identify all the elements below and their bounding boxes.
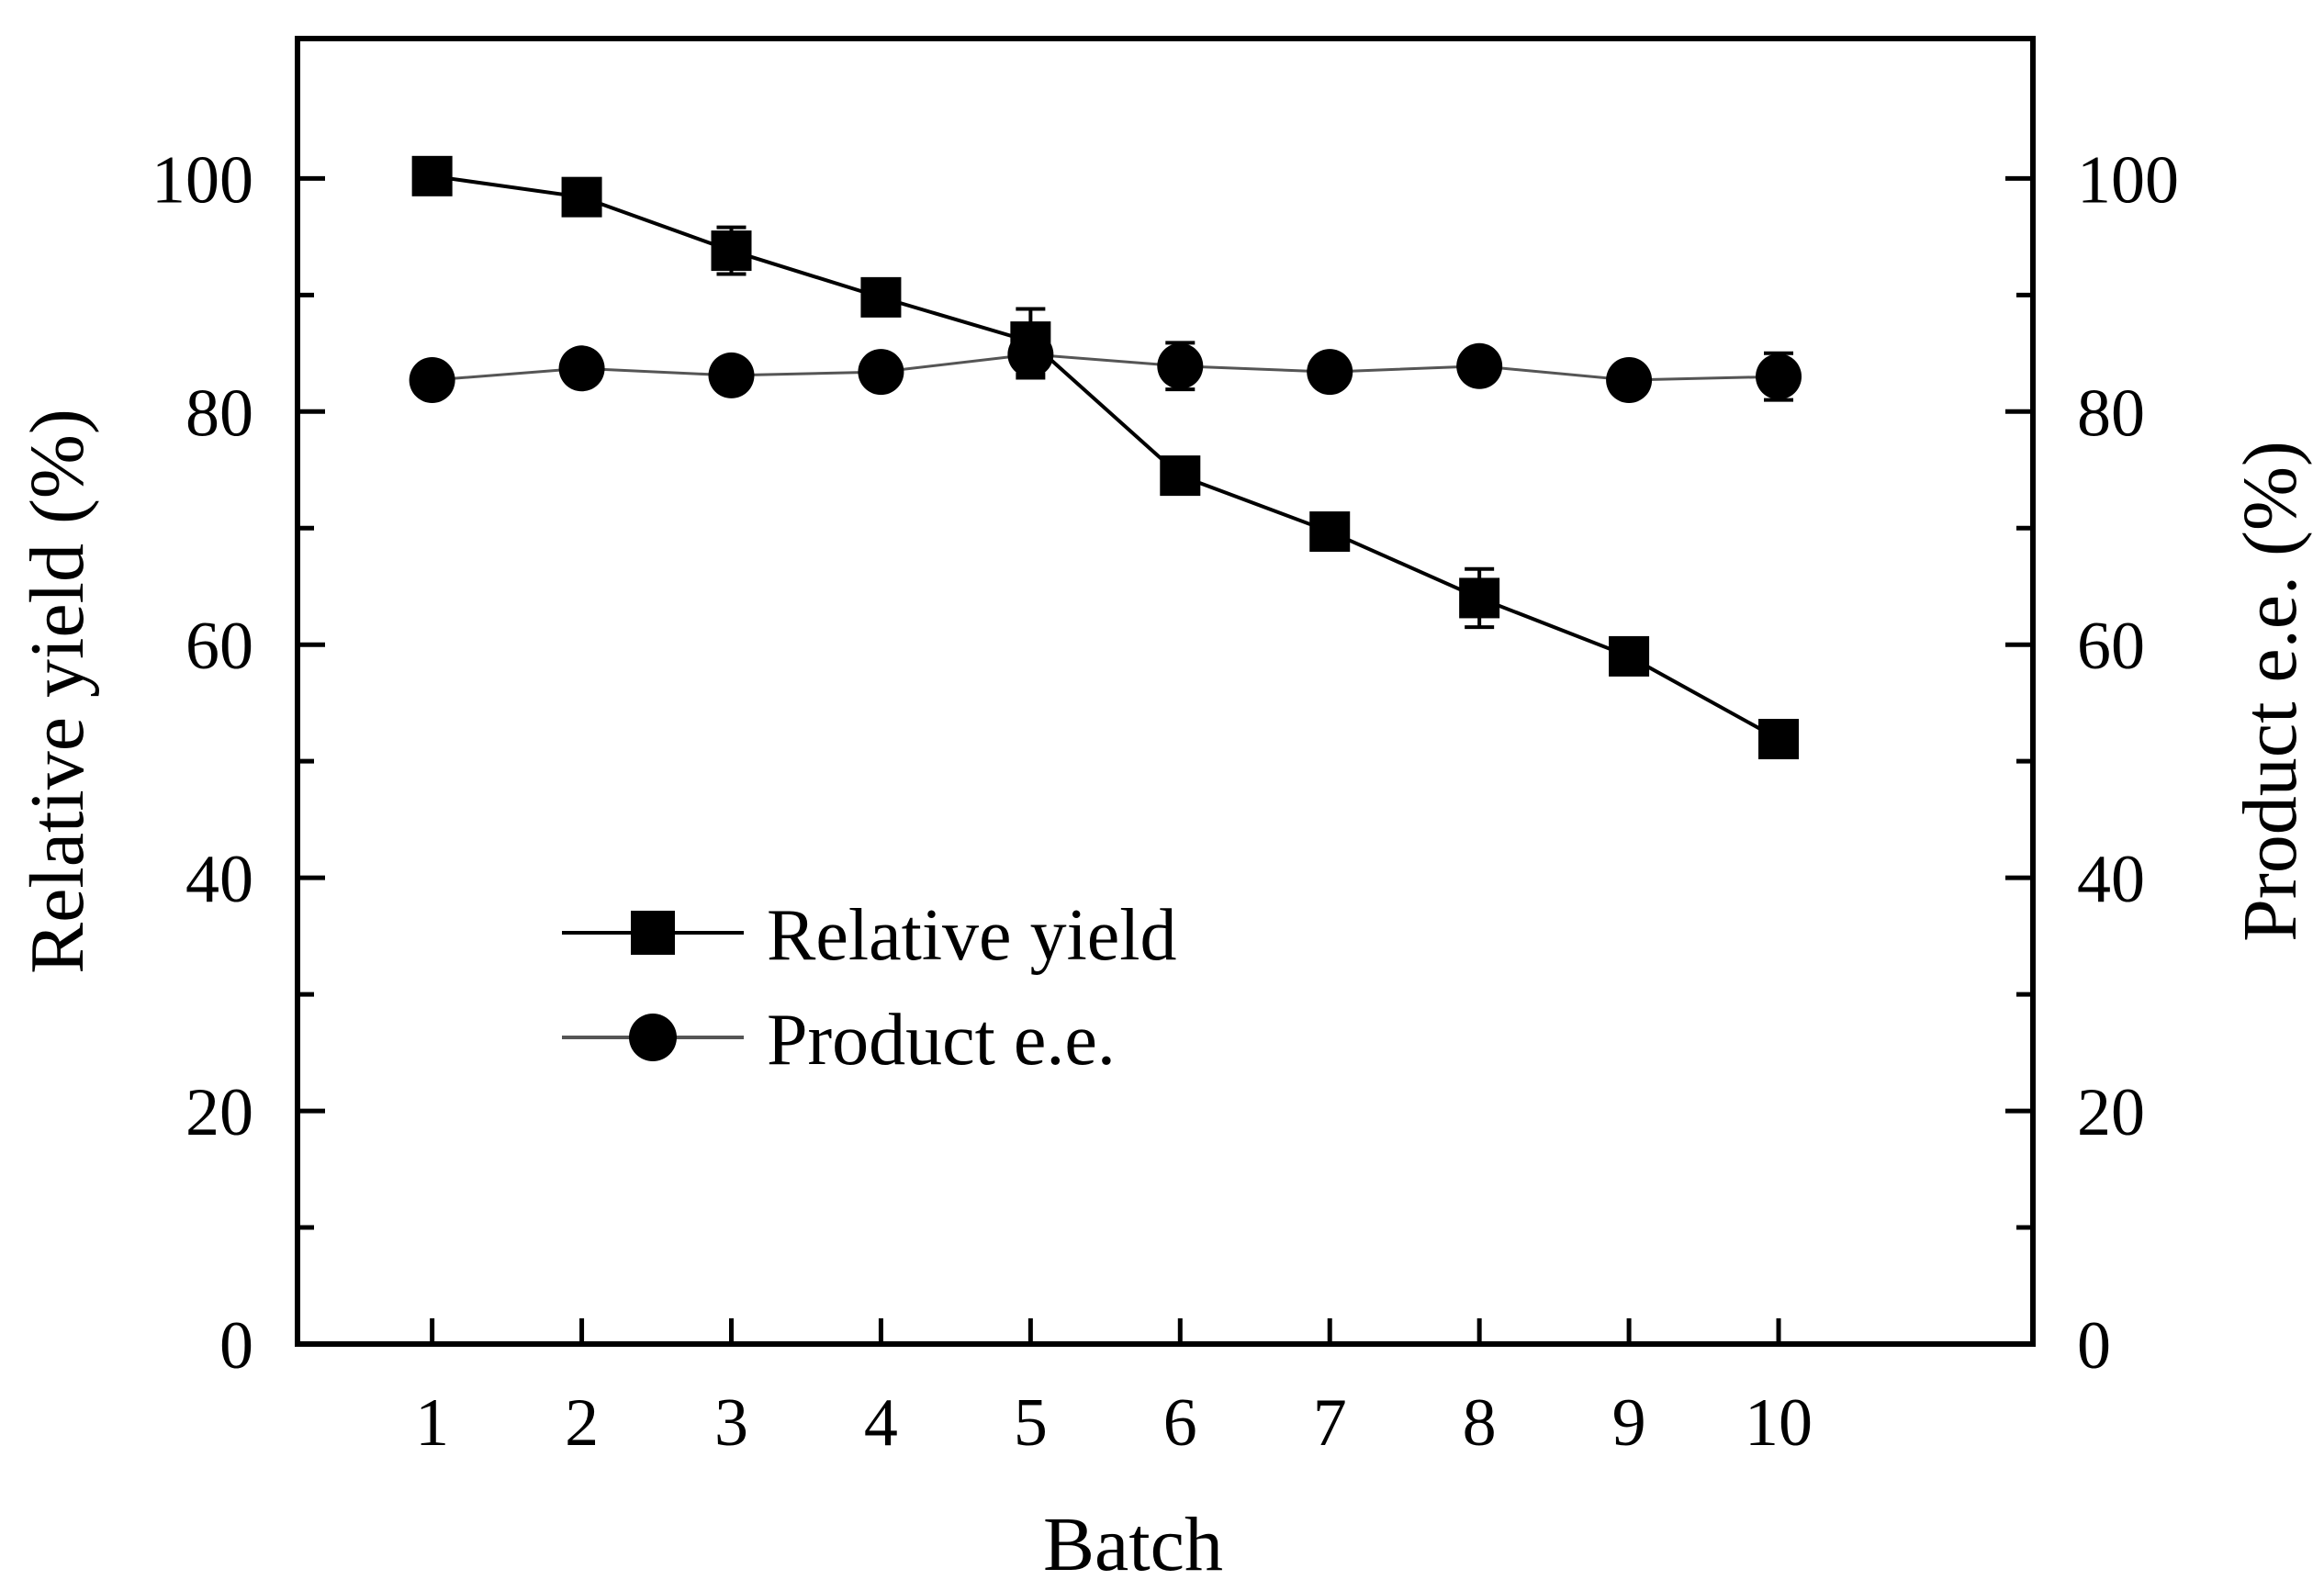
legend-label-product-ee: Product e.e. xyxy=(767,1000,1116,1081)
y2-axis-title: Product e.e. (%) xyxy=(2228,441,2313,942)
data-point-relative-yield xyxy=(1758,719,1800,760)
y-tick-label: 0 xyxy=(219,1308,253,1384)
series-layer xyxy=(409,155,1802,760)
data-point-product-e-e xyxy=(1756,353,1802,400)
legend-label-relative-yield: Relative yield xyxy=(767,895,1177,976)
y-tick-label: 60 xyxy=(185,609,253,684)
x-tick-label: 5 xyxy=(1014,1385,1048,1461)
x-axis-title: Batch xyxy=(1043,1502,1223,1586)
x-axis: 1 2 3 4 5 6 7 8 9 10 xyxy=(415,1318,1813,1461)
y2-tick-label: 100 xyxy=(2077,142,2179,218)
series-line-relative-yield xyxy=(432,174,1779,741)
data-point-relative-yield xyxy=(1459,577,1500,619)
series-line-product-e-e xyxy=(432,353,1779,382)
y-tick-label: 40 xyxy=(185,842,253,917)
x-tick-label: 6 xyxy=(1163,1385,1197,1461)
data-point-product-e-e xyxy=(1606,357,1653,404)
data-point-relative-yield xyxy=(1160,455,1201,497)
x-tick-label: 7 xyxy=(1313,1385,1347,1461)
y-axis-left: 0 20 40 60 80 100 xyxy=(152,142,325,1384)
data-point-relative-yield xyxy=(561,176,602,218)
legend-marker-relative-yield xyxy=(631,911,675,955)
x-tick-label: 1 xyxy=(415,1385,449,1461)
y2-tick-label: 20 xyxy=(2077,1075,2145,1150)
legend-marker-product-ee xyxy=(629,1014,677,1061)
data-point-product-e-e xyxy=(1456,342,1503,389)
data-point-product-e-e xyxy=(1307,349,1353,396)
data-point-product-e-e xyxy=(409,357,455,404)
x-tick-label: 2 xyxy=(565,1385,599,1461)
data-point-product-e-e xyxy=(708,352,755,398)
data-point-relative-yield xyxy=(860,276,902,318)
x-tick-label: 4 xyxy=(864,1385,898,1461)
y-tick-label: 100 xyxy=(152,142,253,218)
y2-tick-label: 60 xyxy=(2077,609,2145,684)
data-point-product-e-e xyxy=(1157,342,1204,389)
y-axis-title: Relative yield (%) xyxy=(15,409,100,974)
x-tick-label: 10 xyxy=(1745,1385,1813,1461)
y-tick-label: 80 xyxy=(185,375,253,451)
data-point-relative-yield xyxy=(1309,511,1351,553)
data-point-relative-yield xyxy=(1609,635,1650,677)
y-axis-right: 0 20 40 60 80 100 xyxy=(2005,142,2179,1384)
y2-tick-label: 40 xyxy=(2077,842,2145,917)
data-point-product-e-e xyxy=(1007,331,1054,378)
data-point-product-e-e xyxy=(858,349,904,396)
legend: Relative yield Product e.e. xyxy=(562,895,1177,1081)
y2-tick-label: 0 xyxy=(2077,1308,2111,1384)
x-tick-label: 3 xyxy=(714,1385,748,1461)
data-point-relative-yield xyxy=(411,155,453,196)
plot-frame xyxy=(295,36,2036,1347)
y-tick-label: 20 xyxy=(185,1075,253,1150)
data-point-product-e-e xyxy=(558,345,605,392)
x-tick-label: 8 xyxy=(1463,1385,1497,1461)
x-tick-label: 9 xyxy=(1612,1385,1646,1461)
y2-tick-label: 80 xyxy=(2077,375,2145,451)
data-point-relative-yield xyxy=(711,230,752,272)
